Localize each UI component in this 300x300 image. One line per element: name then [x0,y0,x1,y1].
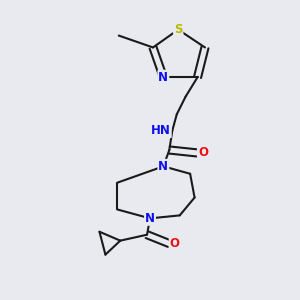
Text: N: N [158,71,168,84]
Text: N: N [158,160,168,173]
Text: O: O [170,237,180,250]
Text: O: O [198,146,208,160]
Text: HN: HN [151,124,171,137]
Text: N: N [145,212,155,225]
Text: S: S [174,23,182,36]
